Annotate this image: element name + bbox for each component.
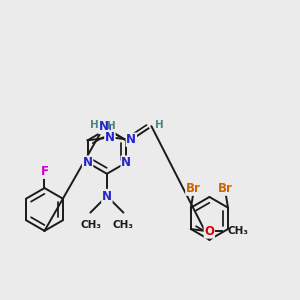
Text: H: H (155, 120, 164, 130)
Text: N: N (102, 190, 112, 202)
Text: CH₃: CH₃ (80, 220, 101, 230)
Text: F: F (40, 165, 49, 178)
Text: H: H (107, 121, 116, 131)
Text: Br: Br (218, 182, 233, 195)
Text: N: N (99, 121, 109, 134)
Text: CH₃: CH₃ (227, 226, 248, 236)
Text: N: N (105, 131, 115, 144)
Text: Br: Br (186, 182, 201, 195)
Text: H: H (90, 121, 99, 130)
Text: N: N (82, 156, 93, 169)
Text: N: N (102, 123, 112, 136)
Text: N: N (121, 156, 131, 169)
Text: CH₃: CH₃ (113, 220, 134, 230)
Text: N: N (126, 133, 136, 146)
Text: O: O (204, 225, 214, 238)
